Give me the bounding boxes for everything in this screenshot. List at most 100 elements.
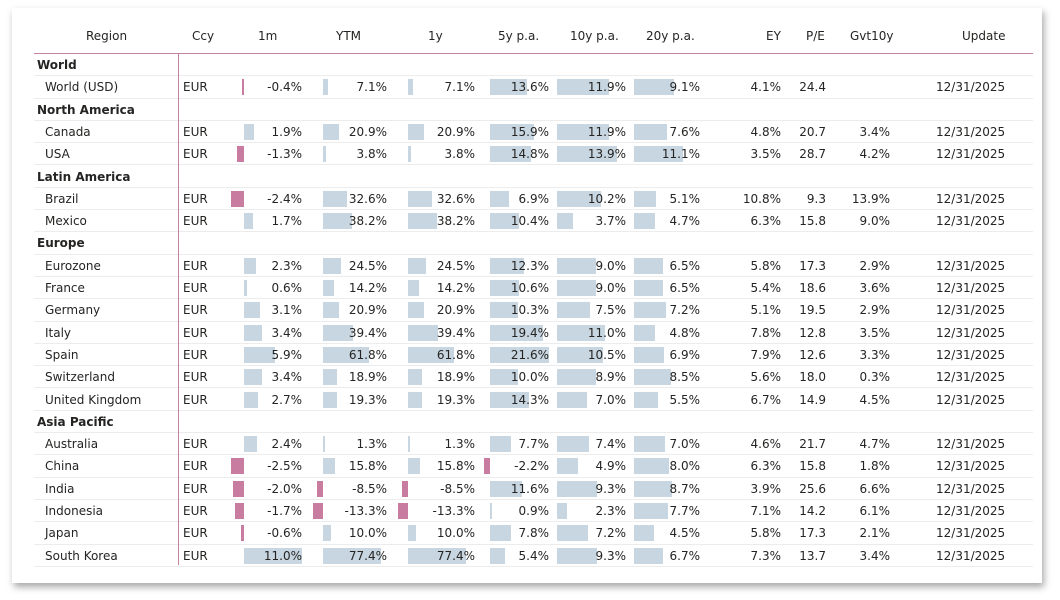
m1-value: -2.4% [267,191,302,206]
ey-value: 4.1% [750,80,782,95]
y1-value: 7.1% [444,80,476,95]
pe-value: 17.3 [799,526,826,541]
ccy-cell: EUR [183,481,208,496]
gvt-value: 3.5% [859,325,891,340]
y5-bar [490,302,519,319]
m1-bar [230,458,244,475]
table-row: Switzerland EUR 3.4% 18.9% 18.9% 10.0% 8.9% 8.5… [34,366,1033,389]
update-cell: 12/31/2025 [936,347,1006,362]
m1-bar [244,391,259,408]
y5-bar [490,146,531,163]
y5-value: 14.8% [510,147,549,162]
y20-value: 6.9% [669,347,701,362]
y20-bar [634,503,668,519]
col-header-update[interactable]: Update [962,29,1006,43]
y1-bar [408,123,424,140]
ey-value: 7.1% [750,504,782,518]
y10-value: 4.9% [595,459,627,474]
y20-bar [634,280,663,296]
y10-value: 3.7% [595,214,627,229]
ytm-value: 15.8% [348,459,387,474]
y5-value: 12.3% [510,258,549,273]
ccy-cell: EUR [183,303,208,318]
y5-bar [490,213,519,230]
m1-value: 11.0% [263,548,302,563]
col-header-ytm[interactable]: YTM [336,29,362,43]
ccy-cell: EUR [183,548,208,563]
pe-value: 9.3 [806,191,826,206]
y5-bar [490,525,512,542]
ey-value: 7.9% [750,347,782,362]
col-header-gvt10y[interactable]: Gvt10y [850,29,894,43]
y10-bar [557,190,602,207]
pe-value: 14.9 [799,392,826,407]
col-header-20y[interactable]: 20y p.a. [646,29,695,43]
ytm-bar [323,525,331,542]
col-header-10y[interactable]: 10y p.a. [570,29,619,43]
y5-value: 11.6% [510,481,549,496]
region-cell: Indonesia [45,504,104,518]
pe-value: 12.6 [799,347,826,362]
y20-bar [634,324,656,341]
y20-bar [634,547,664,564]
y5-bar [490,257,524,274]
pe-value: 20.7 [799,124,826,139]
region-cell: Brazil [45,191,79,206]
table-row: South Korea EUR 11.0% 77.4% 77.4% 5.4% 9.3% 6.7… [34,545,1033,567]
y1-value: 1.3% [444,437,476,452]
ytm-value: 1.3% [356,437,388,452]
ey-value: 6.3% [750,214,782,229]
ytm-value: 77.4% [348,548,387,563]
ey-value: 4.6% [750,437,782,452]
col-header-ey[interactable]: EY [766,29,781,43]
col-header-1y[interactable]: 1y [428,29,443,43]
m1-bar [231,190,244,207]
table-row: India EUR -2.0% -8.5% -8.5% 11.6% 9.3% 8.7% 3.9%… [34,478,1033,500]
m1-value: 2.3% [271,258,303,273]
y10-value: 10.2% [587,191,626,206]
col-header-1m[interactable]: 1m [258,29,278,43]
col-header-5y[interactable]: 5y p.a. [498,29,540,43]
region-cell: Eurozone [45,258,101,273]
pe-value: 14.2 [799,504,826,518]
update-cell: 12/31/2025 [936,392,1006,407]
gvt-value: 2.1% [859,526,891,541]
group-label: Latin America [37,169,131,184]
y10-bar [557,369,596,386]
col-header-ccy[interactable]: Ccy [192,29,215,43]
ytm-bar [323,324,353,341]
y10-value: 9.0% [595,258,627,273]
m1-value: -2.0% [267,481,302,496]
m1-value: -1.3% [267,147,302,162]
region-cell: South Korea [45,548,118,563]
ytm-value: 20.9% [348,124,387,139]
region-cell: USA [45,147,70,162]
y20-bar [634,213,655,230]
y5-bar [490,346,550,363]
col-header-pe[interactable]: P/E [806,29,825,43]
y10-bar [557,436,590,453]
m1-bar [233,480,244,497]
ey-value: 3.5% [750,147,782,162]
y1-value: 38.2% [436,214,475,229]
y10-value: 7.5% [595,303,627,318]
gvt-value: 2.9% [859,258,891,273]
y20-value: 6.5% [669,258,701,273]
ytm-bar [323,458,335,475]
region-cell: United Kingdom [45,392,142,407]
y1-bar [408,190,433,207]
ytm-value: 38.2% [348,214,387,229]
pe-value: 28.7 [799,147,826,162]
y10-bar [557,302,590,319]
col-header-region[interactable]: Region [86,29,128,43]
update-cell: 12/31/2025 [936,370,1006,385]
ccy-cell: EUR [183,370,208,385]
y10-bar [557,346,603,363]
ey-value: 5.6% [750,370,782,385]
ytm-bar [323,257,342,274]
y1-value: 39.4% [436,325,475,340]
y10-bar [557,213,574,230]
y20-value: 7.7% [669,504,701,518]
ccy-cell: EUR [183,526,208,541]
y20-value: 4.8% [669,325,701,340]
